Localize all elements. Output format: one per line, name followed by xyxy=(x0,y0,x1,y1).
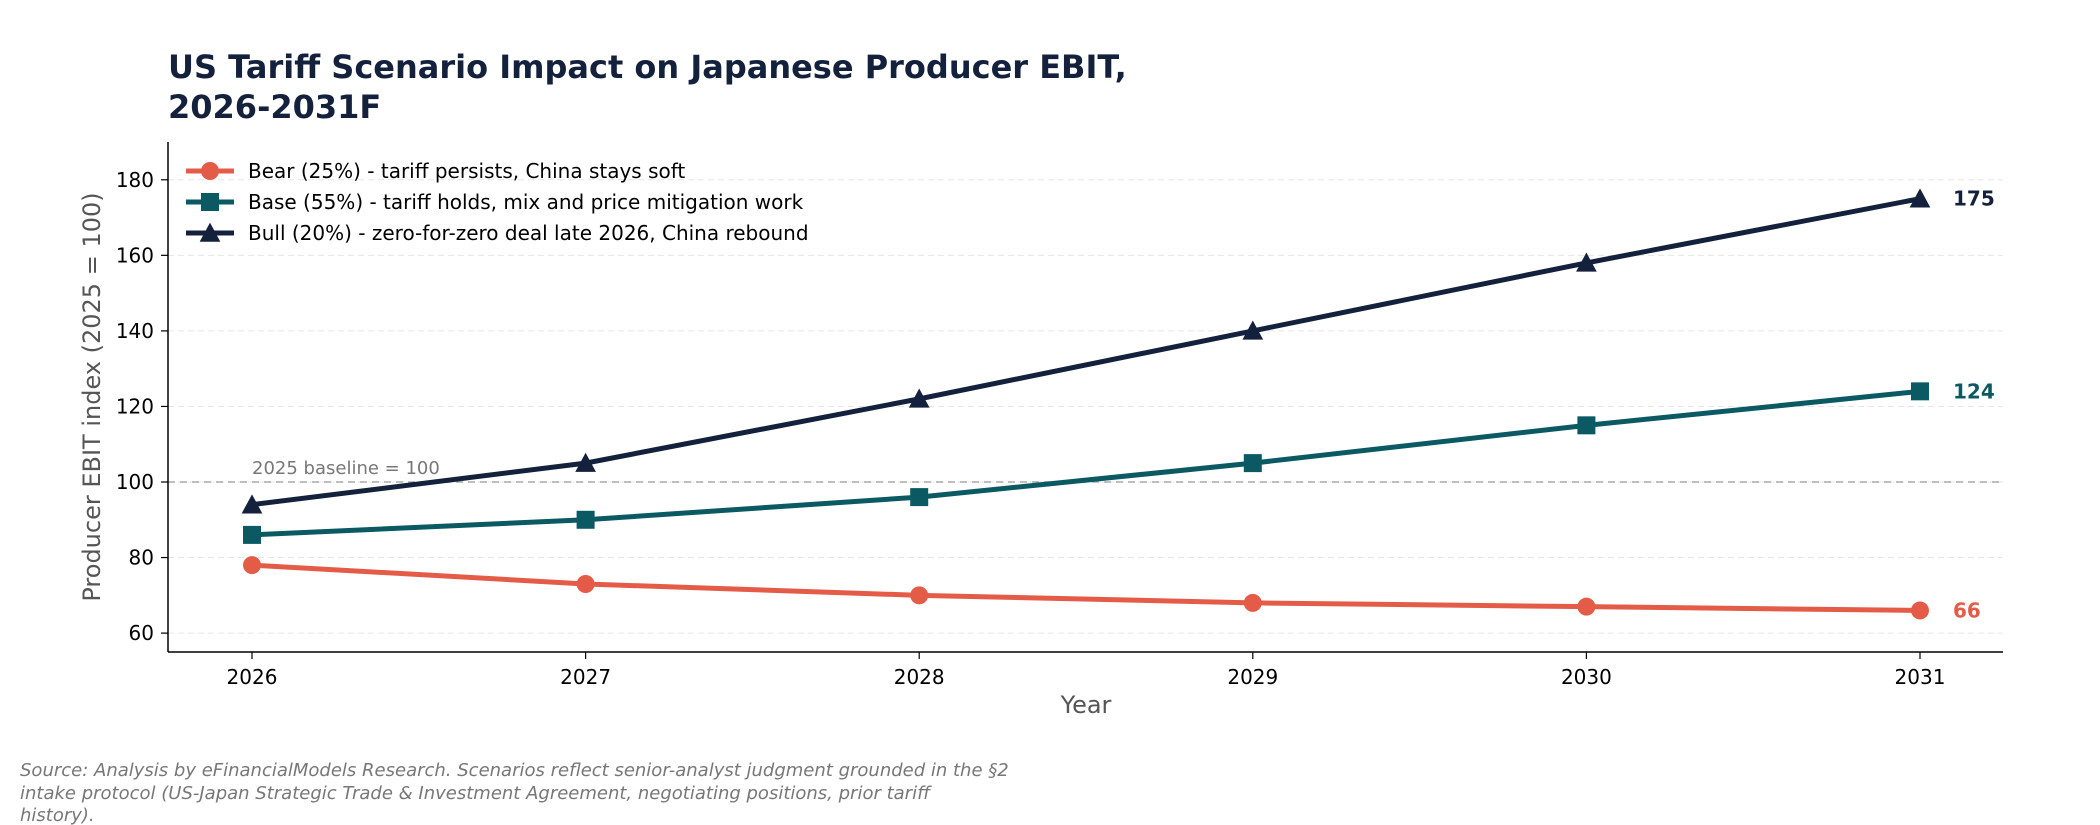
data-point xyxy=(1909,188,1931,208)
series-line xyxy=(251,562,1921,613)
legend-marker xyxy=(199,222,221,242)
gridlines xyxy=(168,179,2003,634)
data-point xyxy=(576,575,595,593)
chart-title-line-2: 2026-2031F xyxy=(168,88,381,126)
data-point xyxy=(910,488,929,507)
legend-label: Base (55%) - tariff holds, mix and price… xyxy=(248,190,804,214)
chart-title-line-1: US Tariff Scenario Impact on Japanese Pr… xyxy=(168,48,1127,86)
data-point xyxy=(576,510,595,529)
data-point xyxy=(1576,252,1597,272)
x-axis-label: Year xyxy=(1060,691,1112,719)
legend-label: Bull (20%) - zero-for-zero deal late 202… xyxy=(248,221,809,245)
end-value-label: 175 xyxy=(1953,187,1995,211)
data-point xyxy=(908,388,930,408)
series-line xyxy=(251,388,1921,538)
legend-item: Bull (20%) - zero-for-zero deal late 202… xyxy=(186,221,809,245)
data-point xyxy=(243,556,261,575)
data-point xyxy=(1577,416,1596,435)
x-tick-label: 2027 xyxy=(560,665,611,689)
y-axis-ticks: 60 80 100 120 140 160 180 xyxy=(116,168,168,645)
y-axis-label: Producer EBIT index (2025 = 100) xyxy=(78,192,106,601)
y-tick-label: 120 xyxy=(116,394,154,418)
series-lines xyxy=(241,188,1931,620)
data-point xyxy=(1242,320,1264,340)
x-tick-label: 2029 xyxy=(1227,665,1278,689)
legend-marker xyxy=(201,193,219,211)
source-note-line-3: history). xyxy=(20,805,95,825)
x-axis-ticks: 2026 2027 2028 2029 2030 2031 xyxy=(227,652,1946,689)
y-tick-label: 160 xyxy=(116,243,154,267)
y-tick-label: 60 xyxy=(129,621,154,645)
x-tick-label: 2031 xyxy=(1895,665,1946,689)
legend: Bear (25%) - tariff persists, China stay… xyxy=(186,159,809,245)
end-value-labels: 66 124 175 xyxy=(1953,187,1995,623)
data-point xyxy=(575,452,596,472)
data-point xyxy=(243,525,261,544)
legend-marker xyxy=(201,162,219,180)
source-note-line-2: intake protocol (US-Japan Strategic Trad… xyxy=(20,783,932,804)
data-point xyxy=(241,494,263,514)
data-point xyxy=(1911,382,1929,401)
series-triangle xyxy=(241,188,1931,514)
y-tick-label: 100 xyxy=(116,470,154,494)
x-tick-label: 2030 xyxy=(1561,665,1612,689)
data-point xyxy=(1577,597,1596,616)
x-tick-label: 2028 xyxy=(894,665,945,689)
baseline-reference-label: 2025 baseline = 100 xyxy=(252,458,440,479)
data-point xyxy=(1243,454,1262,473)
axes xyxy=(167,142,2003,653)
series-line xyxy=(251,196,1921,508)
y-tick-label: 140 xyxy=(116,319,154,343)
end-value-label: 66 xyxy=(1953,598,1981,622)
y-tick-label: 180 xyxy=(116,168,154,192)
source-note-line-1: Source: Analysis by eFinancialModels Res… xyxy=(20,760,1009,781)
x-tick-label: 2026 xyxy=(227,665,278,689)
legend-item: Base (55%) - tariff holds, mix and price… xyxy=(186,190,804,214)
data-point xyxy=(910,586,929,605)
series-circle xyxy=(243,556,1929,620)
y-tick-label: 80 xyxy=(129,546,154,570)
legend-label: Bear (25%) - tariff persists, China stay… xyxy=(248,159,685,183)
series-square xyxy=(243,382,1929,544)
data-point xyxy=(1243,593,1262,612)
end-value-label: 124 xyxy=(1953,379,1995,403)
legend-item: Bear (25%) - tariff persists, China stay… xyxy=(186,159,685,183)
data-point xyxy=(1911,601,1929,620)
